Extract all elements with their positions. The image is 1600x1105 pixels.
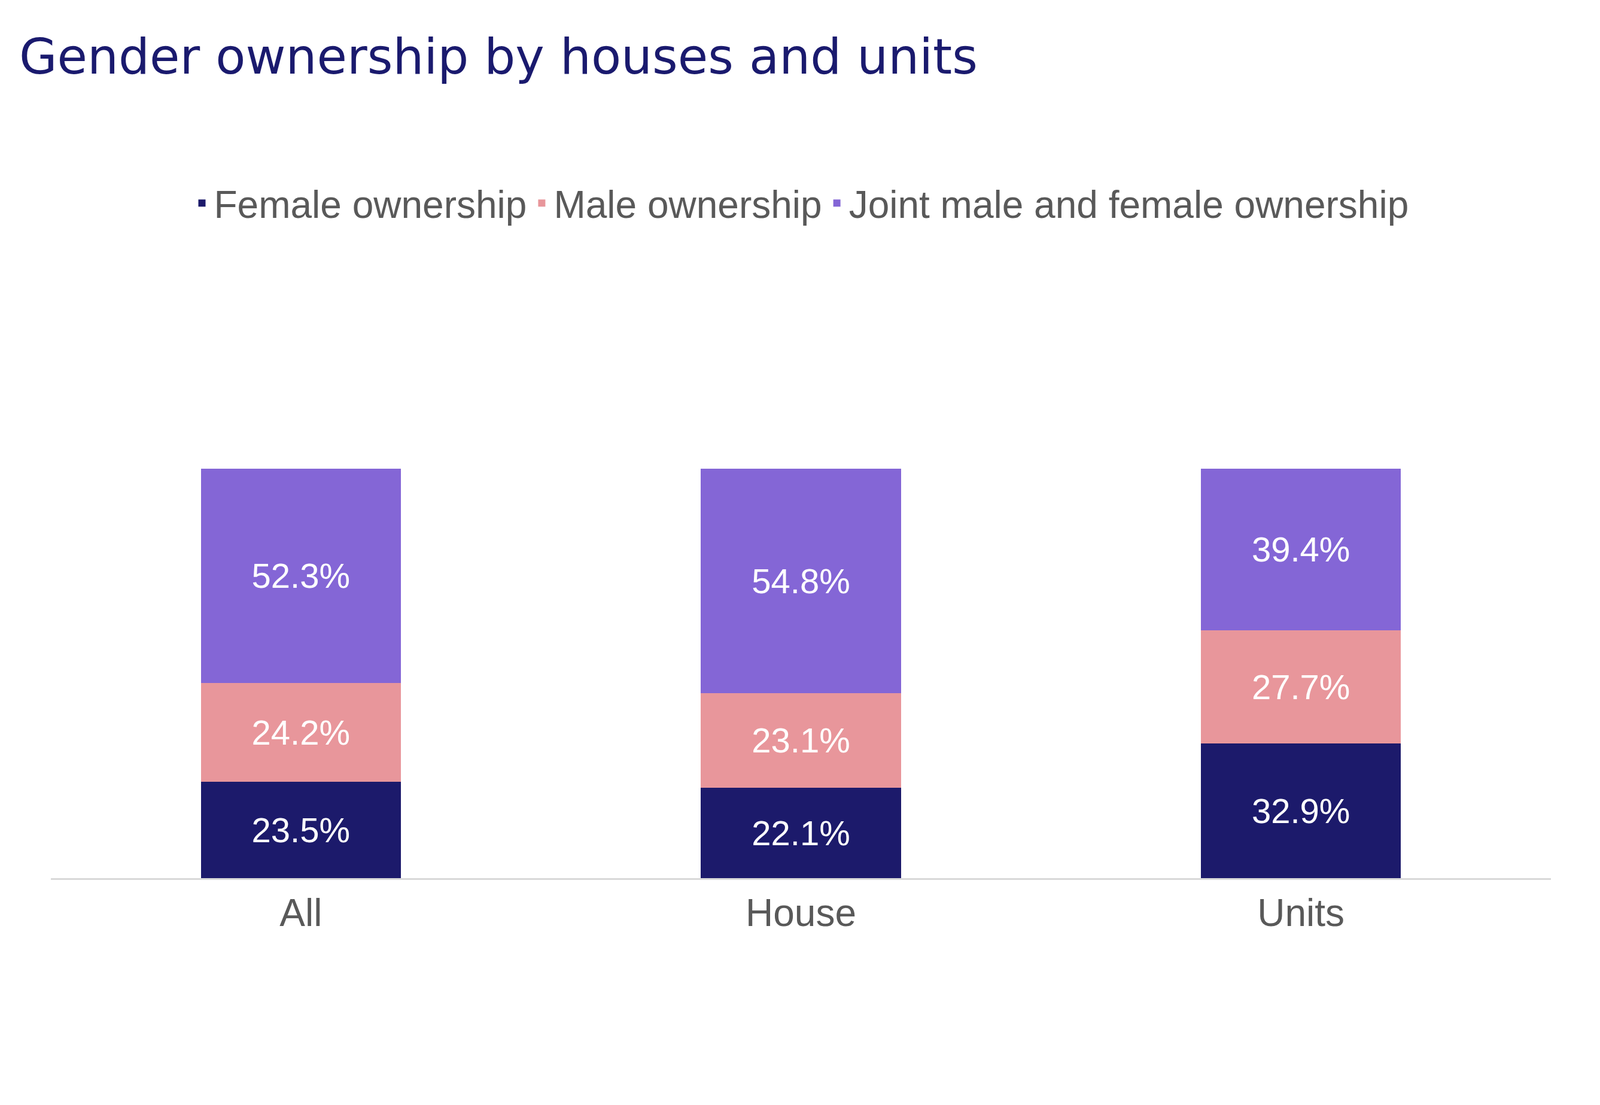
svg-text:House: House xyxy=(745,890,857,935)
svg-text:Joint male and female ownershi: Joint male and female ownership xyxy=(849,183,1410,227)
svg-text:Male ownership: Male ownership xyxy=(553,183,822,227)
svg-text:23.1%: 23.1% xyxy=(751,720,850,760)
svg-text:Units: Units xyxy=(1257,890,1345,935)
svg-text:27.7%: 27.7% xyxy=(1251,667,1350,707)
svg-text:39.4%: 39.4% xyxy=(1251,529,1350,569)
svg-text:24.2%: 24.2% xyxy=(251,712,351,752)
svg-text:Female ownership: Female ownership xyxy=(214,183,528,227)
svg-text:22.1%: 22.1% xyxy=(751,813,850,853)
svg-text:32.9%: 32.9% xyxy=(1251,791,1350,830)
svg-text:52.3%: 52.3% xyxy=(251,555,351,595)
svg-text:Gender ownership by houses and: Gender ownership by houses and units xyxy=(19,28,978,85)
svg-text:54.8%: 54.8% xyxy=(751,561,850,601)
svg-text:All: All xyxy=(279,890,322,935)
svg-text:23.5%: 23.5% xyxy=(251,810,351,850)
